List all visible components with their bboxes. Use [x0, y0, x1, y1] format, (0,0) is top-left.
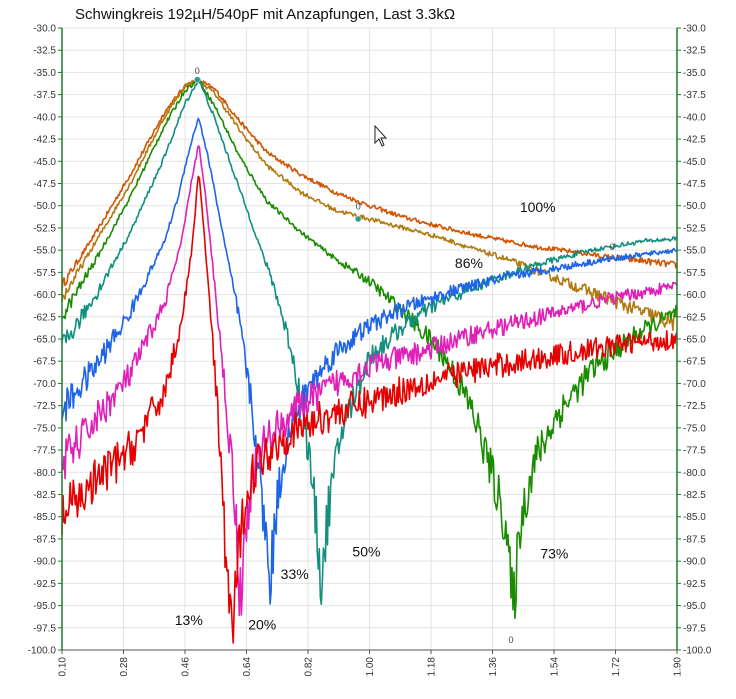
y-tick-label-left: -65.0 — [33, 335, 56, 346]
y-tick-label-left: -77.5 — [33, 446, 56, 457]
y-tick-label-right: -72.5 — [683, 401, 706, 412]
y-tick-label-right: -100.0 — [683, 646, 712, 657]
y-tick-label-left: -60.0 — [33, 290, 56, 301]
y-tick-label-left: -70.0 — [33, 379, 56, 390]
y-tick-label-right: -77.5 — [683, 446, 706, 457]
series-annotation-label: 33% — [281, 566, 309, 582]
y-tick-label-right: -40.0 — [683, 112, 706, 123]
y-tick-label-right: -70.0 — [683, 379, 706, 390]
point-marker-label: 0 — [195, 66, 200, 76]
y-tick-label-left: -80.0 — [33, 468, 56, 479]
y-tick-label-right: -62.5 — [683, 312, 706, 323]
y-tick-label-right: -60.0 — [683, 290, 706, 301]
y-tick-label-left: -67.5 — [33, 357, 56, 368]
x-tick-label: 0.46 — [181, 657, 192, 677]
y-tick-label-left: -45.0 — [33, 157, 56, 168]
grid — [61, 27, 678, 651]
x-tick-label: 0.28 — [119, 657, 130, 677]
marker-dot — [354, 215, 362, 223]
y-tick-label-right: -37.5 — [683, 90, 706, 101]
y-tick-label-left: -85.0 — [33, 512, 56, 523]
y-tick-label-right: -55.0 — [683, 246, 706, 257]
x-tick-label: 1.90 — [673, 657, 684, 677]
y-tick-label-right: -95.0 — [683, 601, 706, 612]
y-tick-label-left: -90.0 — [33, 557, 56, 568]
y-tick-label-left: -35.0 — [33, 68, 56, 79]
y-tick-label-left: -75.0 — [33, 423, 56, 434]
y-tick-label-left: -42.5 — [33, 135, 56, 146]
series-annotation-label: 86% — [455, 255, 483, 271]
y-tick-label-right: -45.0 — [683, 157, 706, 168]
mouse-cursor-icon — [374, 124, 388, 147]
y-tick-label-right: -52.5 — [683, 223, 706, 234]
y-tick-label-right: -35.0 — [683, 68, 706, 79]
y-tick-label-right: -87.5 — [683, 534, 706, 545]
marker-dot — [194, 76, 201, 83]
y-tick-label-left: -92.5 — [33, 579, 56, 590]
series-annotation-label: 73% — [540, 545, 568, 561]
y-tick-label-right: -57.5 — [683, 268, 706, 279]
y-tick-label-right: -85.0 — [683, 512, 706, 523]
series-line-20pct — [61, 145, 678, 617]
y-tick-label-right: -30.0 — [683, 24, 706, 35]
y-tick-label-right: -32.5 — [683, 46, 706, 57]
point-marker-label: 0 — [610, 242, 615, 252]
y-tick-label-right: -42.5 — [683, 135, 706, 146]
y-tick-label-left: -52.5 — [33, 223, 56, 234]
chart-title: Schwingkreis 192µH/540pF mit Anzapfungen… — [75, 6, 455, 23]
series-annotation-label: 20% — [248, 617, 276, 633]
y-tick-label-left: -82.5 — [33, 490, 56, 501]
axes: -30.0 -30.0 -32.5 -32.5 -35.0 -35.0 -37.5 -37.5… — [28, 24, 712, 677]
point-marker-label: 0 — [356, 201, 361, 211]
series-group — [61, 77, 678, 644]
y-tick-label-right: -80.0 — [683, 468, 706, 479]
y-tick-label-right: -47.5 — [683, 179, 706, 190]
y-tick-label-left: -57.5 — [33, 268, 56, 279]
y-tick-label-left: -55.0 — [33, 246, 56, 257]
annotations: 100% 86% 73% 50% 33% 20% 13% 0 0 0 0 — [175, 66, 615, 645]
x-tick-label: 1.54 — [550, 657, 561, 677]
y-tick-label-right: -90.0 — [683, 557, 706, 568]
x-tick-label: 1.36 — [488, 657, 499, 677]
x-tick-label: 0.10 — [58, 657, 69, 677]
y-tick-label-left: -95.0 — [33, 601, 56, 612]
x-tick-label: 1.72 — [611, 657, 622, 677]
y-tick-label-left: -72.5 — [33, 401, 56, 412]
series-annotation-label: 13% — [175, 612, 203, 628]
x-tick-label: 0.82 — [304, 657, 315, 677]
y-tick-label-left: -100.0 — [28, 646, 57, 657]
y-tick-label-right: -92.5 — [683, 579, 706, 590]
y-tick-label-right: -50.0 — [683, 201, 706, 212]
y-tick-label-left: -47.5 — [33, 179, 56, 190]
y-tick-label-left: -32.5 — [33, 46, 56, 57]
y-tick-label-left: -50.0 — [33, 201, 56, 212]
series-annotation-label: 100% — [520, 199, 556, 215]
y-tick-label-right: -97.5 — [683, 623, 706, 634]
series-annotation-label: 50% — [352, 544, 380, 560]
series-line-86pct — [61, 77, 678, 331]
x-tick-label: 1.00 — [365, 657, 376, 677]
y-tick-label-left: -87.5 — [33, 534, 56, 545]
y-tick-label-left: -37.5 — [33, 90, 56, 101]
y-tick-label-right: -82.5 — [683, 490, 706, 501]
y-tick-label-left: -62.5 — [33, 312, 56, 323]
y-tick-label-right: -75.0 — [683, 423, 706, 434]
series-line-73pct — [61, 79, 678, 620]
y-tick-label-right: -65.0 — [683, 335, 706, 346]
y-tick-label-left: -30.0 — [33, 24, 56, 35]
point-marker-label: 0 — [508, 635, 513, 645]
series-line-33pct — [61, 117, 678, 605]
x-tick-label: 0.64 — [242, 657, 253, 677]
y-tick-label-right: -67.5 — [683, 357, 706, 368]
series-line-13pct — [61, 175, 678, 644]
y-tick-label-left: -97.5 — [33, 623, 56, 634]
x-tick-label: 1.18 — [427, 657, 438, 677]
y-tick-label-left: -40.0 — [33, 112, 56, 123]
